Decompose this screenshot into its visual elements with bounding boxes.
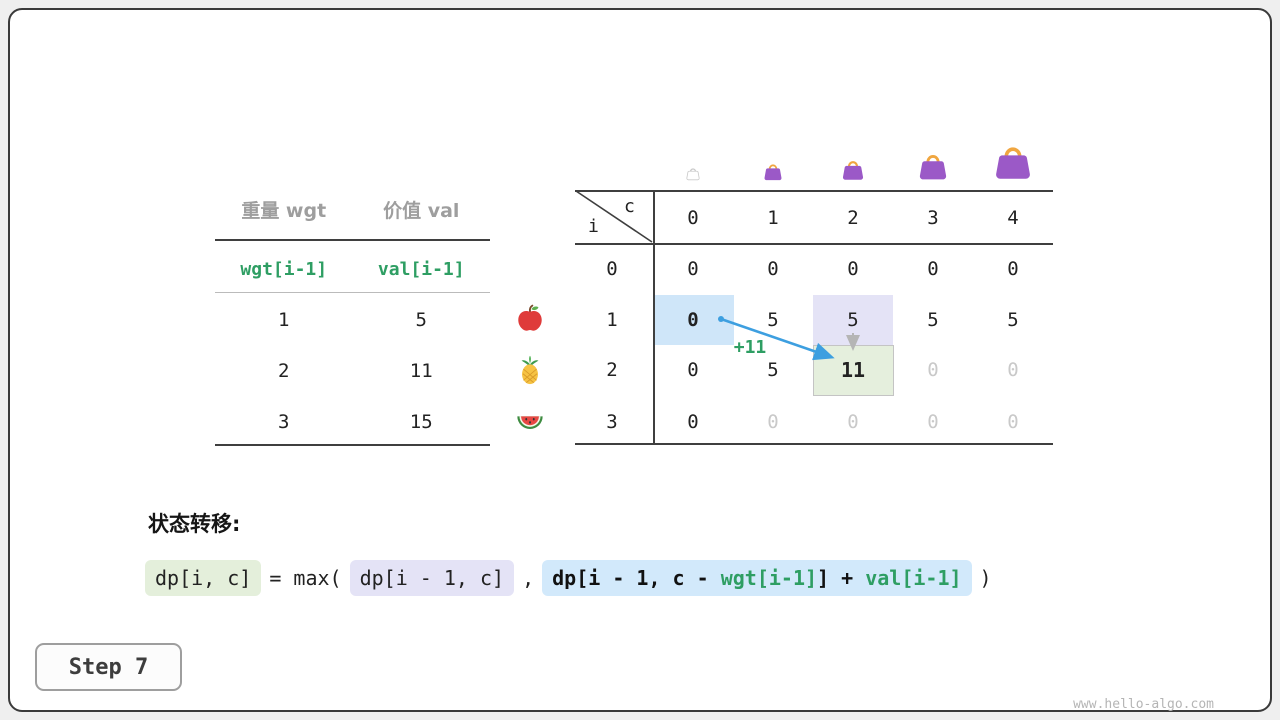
formula-arg2-part1: dp[i - 1, c - (552, 566, 721, 590)
dp-col-header-4: 4 (1007, 207, 1019, 229)
items-header-value: 价值 val (383, 200, 460, 222)
apple-icon (518, 304, 542, 331)
formula-separator: , (522, 566, 535, 590)
state-transition-heading: 状态转移: (148, 512, 241, 536)
items-table-bottom-rule (215, 444, 490, 446)
formula-arg2-wgt-term: wgt[i-1] (720, 566, 818, 590)
dp-cell-r1c0: 0 (687, 309, 699, 331)
dp-row-header-0: 0 (606, 258, 618, 280)
items-table-top-rule (215, 239, 490, 241)
item-row-2: 2 11 (215, 356, 490, 386)
dp-cell-r0c3: 0 (927, 258, 939, 280)
dp-cell-r2c0: 0 (687, 359, 699, 381)
items-table-mid-rule (215, 292, 490, 293)
dp-cell-r3c0: 0 (687, 411, 699, 433)
formula-operator: = max( (269, 566, 342, 590)
item-row-1: 1 5 (215, 305, 490, 335)
dp-cell-r2c1: 5 (767, 359, 779, 381)
dp-cell-r0c4: 0 (1007, 258, 1019, 280)
items-table-header: 重量 wgt 价值 val (215, 196, 490, 226)
dp-col-header-0: 0 (687, 207, 699, 229)
dp-cell-r2c4: 0 (1007, 359, 1019, 381)
dp-cell-r3c2: 0 (847, 411, 859, 433)
dp-col-header-3: 3 (927, 207, 939, 229)
dp-table-header-rule (575, 243, 1053, 245)
bag-capacity-1-icon (764, 164, 782, 181)
dp-corner-row-var: i (588, 216, 599, 237)
formula-arg2-badge: dp[i - 1, c - wgt[i-1]] + val[i-1] (542, 560, 972, 596)
dp-cell-r2c2: 11 (840, 358, 866, 382)
state-transition-formula: dp[i, c] = max( dp[i - 1, c] , dp[i - 1,… (145, 560, 992, 596)
dp-row-header-1: 1 (606, 309, 618, 331)
dp-cell-r3c3: 0 (927, 411, 939, 433)
dp-row-header-3: 3 (606, 411, 618, 433)
formula-arg2-val-term: val[i-1] (865, 566, 962, 590)
item-1-weight: 1 (278, 309, 290, 331)
bag-capacity-0-icon (686, 168, 700, 181)
formula-lhs-badge: dp[i, c] (145, 560, 262, 596)
wgt-index-label: wgt[i-1] (240, 259, 328, 280)
dp-col-header-1: 1 (767, 207, 779, 229)
dp-cell-r0c0: 0 (687, 258, 699, 280)
dp-col-header-2: 2 (847, 207, 859, 229)
bag-capacity-2-icon (842, 161, 864, 180)
dp-table-index-rule (653, 190, 655, 445)
transition-gain-label: +11 (733, 337, 767, 358)
dp-table-top-rule (575, 190, 1053, 192)
dp-row-header-2: 2 (606, 359, 618, 381)
watermark: www.hello-algo.com (1073, 697, 1214, 712)
item-3-value: 15 (409, 411, 433, 433)
dp-cell-r2c3: 0 (927, 359, 939, 381)
formula-arg2-part3: ] + (817, 566, 866, 590)
val-index-label: val[i-1] (377, 259, 465, 280)
bag-capacity-3-icon (919, 155, 947, 180)
dp-cell-r3c1: 0 (767, 411, 779, 433)
dp-cell-r3c4: 0 (1007, 411, 1019, 433)
watermelon-icon (517, 416, 543, 429)
item-row-3: 3 15 (215, 407, 490, 437)
dp-cell-r1c1: 5 (767, 309, 779, 331)
item-3-weight: 3 (278, 411, 290, 433)
dp-table-bottom-rule (575, 443, 1053, 445)
dp-corner-col-var: c (624, 196, 635, 217)
step-label: Step 7 (35, 643, 182, 691)
dp-cell-r0c1: 0 (767, 258, 779, 280)
dp-cell-r1c4: 5 (1007, 309, 1019, 331)
item-2-weight: 2 (278, 360, 290, 382)
items-table-index-row: wgt[i-1] val[i-1] (215, 255, 490, 285)
formula-closing-paren: ) (979, 566, 992, 590)
pineapple-icon (521, 355, 539, 385)
dp-cell-r1c2: 5 (847, 309, 859, 331)
formula-arg1-badge: dp[i - 1, c] (349, 560, 515, 596)
dp-cell-r0c2: 0 (847, 258, 859, 280)
item-2-value: 11 (409, 360, 433, 382)
bag-capacity-4-icon (996, 147, 1030, 179)
items-header-weight: 重量 wgt (241, 200, 327, 222)
dp-cell-r1c3: 5 (927, 309, 939, 331)
item-1-value: 5 (415, 309, 427, 331)
